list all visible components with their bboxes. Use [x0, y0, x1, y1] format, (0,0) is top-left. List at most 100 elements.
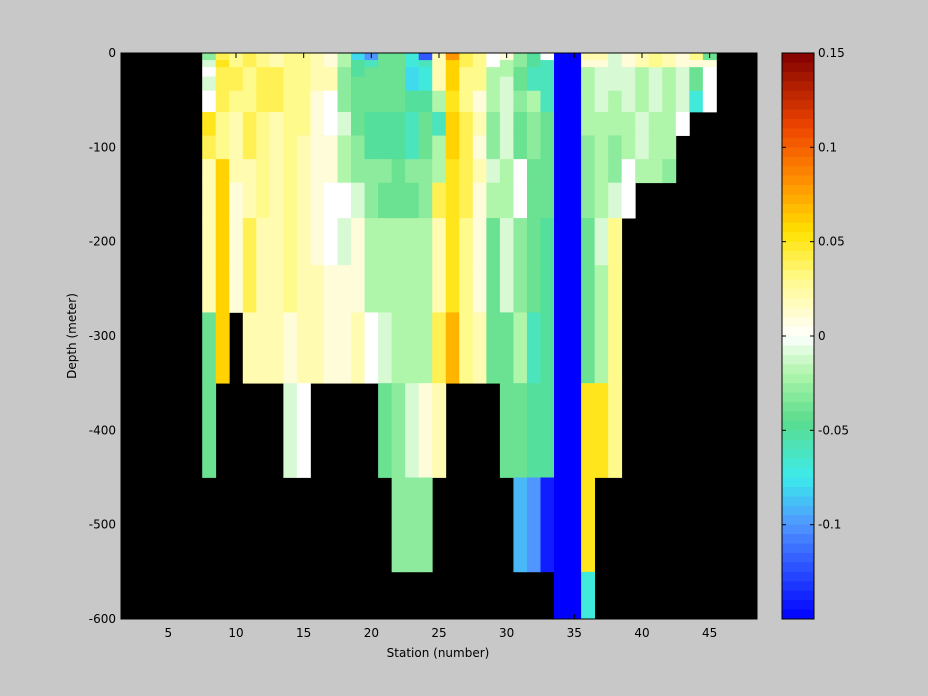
- heatmap-cell: [283, 90, 298, 113]
- heatmap-cell: [499, 90, 514, 113]
- colorbar-swatch: [782, 175, 814, 186]
- heatmap-cell: [581, 265, 596, 313]
- heatmap-cell: [621, 60, 636, 68]
- heatmap-cell: [202, 76, 217, 92]
- heatmap-cell: [513, 60, 528, 68]
- colorbar-tick-label: -0.05: [818, 423, 849, 437]
- heatmap-cell: [486, 265, 501, 313]
- heatmap-cell: [323, 53, 338, 61]
- colorbar-swatch: [782, 543, 814, 554]
- heatmap-cell: [581, 218, 596, 266]
- colorbar-tick-label: 0: [818, 329, 826, 343]
- heatmap-cell: [405, 182, 420, 219]
- heatmap-cell: [513, 182, 528, 219]
- y-tick-label: -600: [89, 612, 116, 626]
- heatmap-cell: [513, 218, 528, 266]
- heatmap-cell: [554, 67, 568, 77]
- heatmap-cell: [608, 76, 623, 92]
- heatmap-cell: [215, 67, 230, 77]
- y-tick-label: -500: [89, 518, 116, 532]
- heatmap-cell: [567, 135, 582, 160]
- heatmap-cell: [581, 135, 596, 160]
- heatmap-cell: [296, 60, 311, 68]
- heatmap-cell: [526, 135, 541, 160]
- heatmap-cell: [581, 111, 596, 136]
- heatmap-cell: [554, 312, 568, 384]
- heatmap-cell: [662, 76, 677, 92]
- y-tick-label: -200: [89, 235, 116, 249]
- heatmap-cell: [472, 135, 487, 160]
- heatmap-cell: [391, 383, 406, 478]
- x-tick-label: 35: [567, 626, 582, 640]
- colorbar-swatch: [782, 534, 814, 544]
- heatmap-cell: [621, 76, 636, 92]
- heatmap-cell: [472, 312, 487, 384]
- heatmap-cell: [432, 265, 447, 313]
- colorbar-swatch: [782, 81, 814, 92]
- x-tick-label: 10: [228, 626, 243, 640]
- heatmap-cell: [364, 135, 379, 160]
- heatmap-cell: [513, 312, 528, 384]
- heatmap-cell: [486, 135, 501, 160]
- heatmap-cell: [296, 159, 311, 184]
- heatmap-cell: [689, 60, 704, 68]
- heatmap-cell: [323, 265, 338, 313]
- heatmap-cell: [445, 111, 460, 136]
- heatmap-cell: [594, 76, 609, 92]
- heatmap-cell: [256, 67, 271, 77]
- heatmap-cell: [513, 67, 528, 77]
- heatmap-cell: [296, 218, 311, 266]
- heatmap-cell: [269, 60, 284, 68]
- heatmap-cell: [242, 111, 257, 136]
- heatmap-cell: [581, 76, 596, 92]
- heatmap-cell: [554, 383, 568, 478]
- heatmap-cell: [405, 111, 420, 136]
- heatmap-cell: [337, 265, 352, 313]
- heatmap-cell: [459, 135, 474, 160]
- heatmap-cell: [229, 90, 244, 113]
- heatmap-cell: [418, 60, 433, 68]
- colorbar-swatch: [782, 458, 814, 469]
- heatmap-cell: [364, 265, 379, 313]
- heatmap-cell: [432, 60, 447, 68]
- heatmap-cell: [391, 60, 406, 68]
- heatmap-cell: [337, 111, 352, 136]
- heatmap-cell: [581, 60, 596, 68]
- heatmap-cell: [337, 90, 352, 113]
- heatmap-cell: [283, 135, 298, 160]
- heatmap-cell: [499, 383, 514, 478]
- heatmap-cell: [526, 90, 541, 113]
- heatmap-cell: [256, 60, 271, 68]
- heatmap-cell: [635, 111, 650, 136]
- heatmap-cell: [256, 76, 271, 92]
- colorbar-swatch: [782, 326, 814, 337]
- heatmap-cell: [567, 67, 582, 77]
- heatmap-cell: [256, 90, 271, 113]
- colorbar-swatch: [782, 477, 814, 488]
- heatmap-cell: [418, 312, 433, 384]
- colorbar-swatch: [782, 392, 814, 403]
- heatmap-cell: [283, 383, 298, 478]
- heatmap-cell: [445, 182, 460, 219]
- heatmap-cell: [378, 218, 393, 266]
- colorbar-swatch: [782, 307, 814, 318]
- heatmap-cell: [526, 182, 541, 219]
- heatmap-cell: [540, 312, 555, 384]
- heatmap-cell: [608, 159, 623, 184]
- heatmap-cell: [675, 60, 690, 68]
- heatmap-cell: [351, 265, 365, 313]
- heatmap-cell: [351, 182, 365, 219]
- heatmap-cell: [554, 135, 568, 160]
- heatmap-cell: [635, 67, 650, 77]
- colorbar-tick-label: -0.1: [818, 518, 841, 532]
- colorbar-swatch: [782, 100, 814, 110]
- heatmap-cell: [662, 53, 677, 61]
- x-tick-label: 5: [165, 626, 173, 640]
- heatmap-cell: [432, 312, 447, 384]
- heatmap-cell: [594, 90, 609, 113]
- heatmap-cell: [459, 159, 474, 184]
- heatmap-cell: [418, 265, 433, 313]
- heatmap-cell: [337, 60, 352, 68]
- heatmap-cell: [662, 90, 677, 113]
